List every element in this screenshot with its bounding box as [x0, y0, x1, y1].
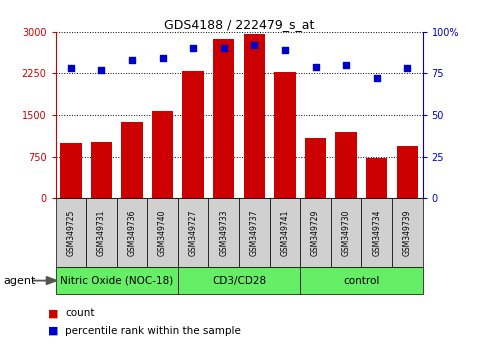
Point	[251, 42, 258, 48]
Text: GSM349731: GSM349731	[97, 210, 106, 256]
Point	[98, 67, 105, 73]
Bar	[213, 39, 235, 198]
Text: GSM349734: GSM349734	[372, 210, 381, 256]
Point	[128, 57, 136, 63]
Point	[373, 76, 381, 81]
Text: GSM349729: GSM349729	[311, 210, 320, 256]
Text: ■: ■	[48, 308, 59, 318]
Point	[403, 65, 411, 71]
Title: GDS4188 / 222479_s_at: GDS4188 / 222479_s_at	[164, 18, 314, 31]
Point	[220, 46, 227, 51]
Text: GSM349725: GSM349725	[66, 210, 75, 256]
Bar	[183, 71, 204, 198]
Text: ■: ■	[48, 326, 59, 336]
Point	[312, 64, 319, 70]
Text: GSM349730: GSM349730	[341, 210, 351, 256]
Point	[159, 56, 167, 61]
Point	[342, 62, 350, 68]
Text: control: control	[343, 275, 380, 286]
Point	[67, 65, 75, 71]
Bar	[397, 145, 418, 198]
Bar	[152, 111, 173, 198]
Text: agent: agent	[4, 275, 36, 286]
Text: Nitric Oxide (NOC-18): Nitric Oxide (NOC-18)	[60, 275, 173, 286]
Text: GSM349733: GSM349733	[219, 210, 228, 256]
Text: GSM349727: GSM349727	[189, 210, 198, 256]
Text: count: count	[65, 308, 95, 318]
Point	[281, 47, 289, 53]
Text: GSM349741: GSM349741	[281, 210, 289, 256]
Bar	[305, 138, 327, 198]
Bar	[244, 34, 265, 198]
Text: GSM349737: GSM349737	[250, 210, 259, 256]
Bar	[274, 72, 296, 198]
Text: percentile rank within the sample: percentile rank within the sample	[65, 326, 241, 336]
Bar	[335, 132, 357, 198]
Text: GSM349740: GSM349740	[158, 210, 167, 256]
Bar	[60, 143, 82, 198]
Bar	[121, 122, 143, 198]
Text: CD3/CD28: CD3/CD28	[212, 275, 266, 286]
Point	[189, 46, 197, 51]
Bar	[91, 142, 112, 198]
Bar	[366, 158, 387, 198]
Text: GSM349739: GSM349739	[403, 210, 412, 256]
Text: GSM349736: GSM349736	[128, 210, 137, 256]
